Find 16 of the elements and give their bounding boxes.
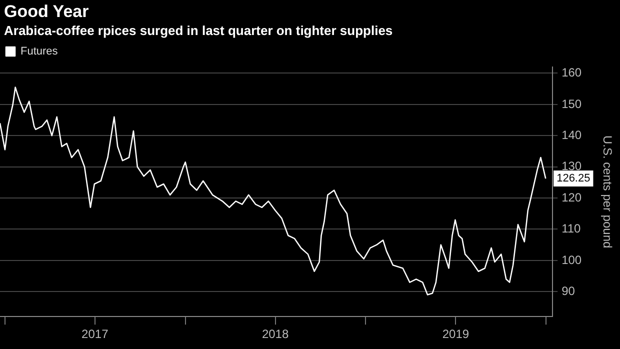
annotation: 126.25 (556, 172, 590, 185)
legend-label: Futures (20, 46, 58, 58)
chart-subtitle: Arabica-coffee rpices surged in last quarter on tighter supplies (4, 23, 393, 38)
x-tick-label: 2019 (442, 327, 470, 342)
y-tick-label: 140 (562, 128, 582, 142)
y-tick-label: 160 (562, 66, 582, 80)
y-tick-label: 100 (562, 252, 582, 267)
y-axis-title: U.S. cents per pound (600, 135, 614, 248)
chart-title: Good Year (4, 2, 89, 22)
y-tick-label: 110 (562, 222, 582, 236)
x-tick-label: 2017 (82, 327, 109, 342)
y-tick-label: 90 (562, 284, 576, 298)
y-tick-label: 130 (562, 159, 582, 174)
y-tick-label: 120 (562, 190, 582, 204)
y-tick-label: 150 (562, 96, 582, 111)
x-tick-label: 2018 (262, 327, 289, 342)
